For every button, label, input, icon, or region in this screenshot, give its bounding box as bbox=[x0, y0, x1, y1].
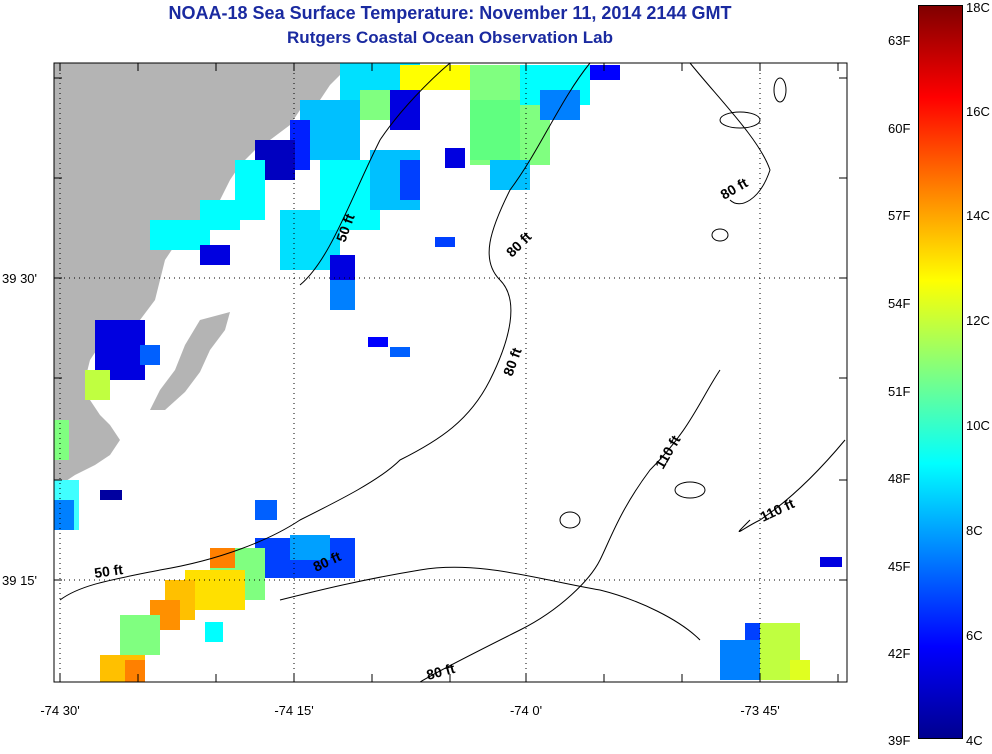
colorbar-f-label: 42F bbox=[888, 646, 911, 661]
colorbar-f-label: 51F bbox=[888, 384, 911, 399]
tick-marks bbox=[54, 63, 847, 682]
colorbar-c-label: 16C bbox=[966, 104, 990, 119]
contour-label: 50 ft bbox=[93, 561, 124, 581]
y-tick-label: 39 15' bbox=[2, 573, 37, 588]
colorbar-f-label: 54F bbox=[888, 296, 911, 311]
colorbar-c-label: 6C bbox=[966, 628, 983, 643]
colorbar-c-label: 8C bbox=[966, 523, 983, 538]
colorbar-c-label: 14C bbox=[966, 208, 990, 223]
land-mass bbox=[54, 63, 345, 490]
contour-label: 80 ft bbox=[425, 660, 457, 683]
colorbar-f-label: 39F bbox=[888, 733, 911, 748]
colorbar-f-label: 60F bbox=[888, 121, 911, 136]
colorbar-f-label: 45F bbox=[888, 559, 911, 574]
bathymetry-contours bbox=[59, 62, 846, 683]
colorbar-c-label: 12C bbox=[966, 313, 990, 328]
grid-lines bbox=[54, 63, 847, 682]
y-tick-label: 39 30' bbox=[2, 271, 37, 286]
barrier-island bbox=[150, 312, 230, 410]
x-tick-label: -73 45' bbox=[740, 703, 779, 718]
x-tick-label: -74 0' bbox=[510, 703, 542, 718]
colorbar-f-label: 48F bbox=[888, 471, 911, 486]
colorbar-f-label: 63F bbox=[888, 33, 911, 48]
map-title: NOAA-18 Sea Surface Temperature: Novembe… bbox=[168, 3, 732, 23]
temperature-colorbar bbox=[918, 5, 963, 739]
x-tick-label: -74 30' bbox=[40, 703, 79, 718]
colorbar-c-label: 10C bbox=[966, 418, 990, 433]
colorbar-c-label: 4C bbox=[966, 733, 983, 748]
x-tick-label: -74 15' bbox=[274, 703, 313, 718]
map-subtitle: Rutgers Coastal Ocean Observation Lab bbox=[287, 28, 613, 47]
colorbar-f-label: 57F bbox=[888, 208, 911, 223]
colorbar-c-label: 18C bbox=[966, 0, 990, 15]
